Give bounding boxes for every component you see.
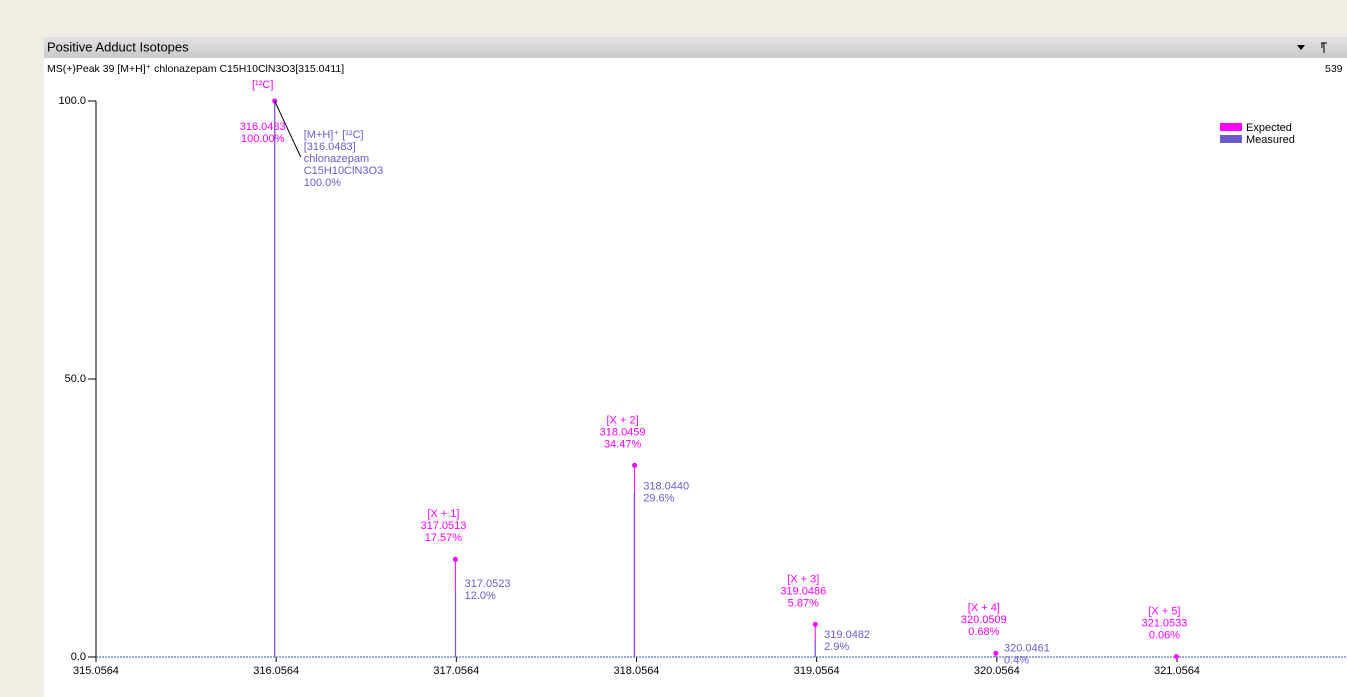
pin-button[interactable] bbox=[1321, 42, 1327, 53]
legend-swatch bbox=[1220, 123, 1242, 131]
measured-label: C15H10ClN3O3 bbox=[304, 165, 383, 177]
subtitle: MS(+)Peak 39 [M+H]⁺ chlonazepam C15H10Cl… bbox=[47, 63, 344, 75]
expected-label: [X + 5] bbox=[1148, 606, 1180, 618]
x-tick-label: 315.0564 bbox=[73, 665, 119, 677]
expected-label: [X + 2] bbox=[607, 414, 639, 426]
expected-label: 320.0509 bbox=[961, 614, 1007, 626]
expected-label: 34.47% bbox=[604, 438, 642, 450]
x-tick-label: 320.0564 bbox=[974, 665, 1020, 677]
expected-point bbox=[1173, 654, 1179, 660]
expected-point bbox=[812, 621, 818, 627]
expected-label: 5.87% bbox=[788, 597, 819, 609]
measured-label: 317.0523 bbox=[465, 578, 511, 590]
expected-label: 319.0486 bbox=[780, 585, 826, 597]
measured-label: 0.4% bbox=[1004, 655, 1029, 667]
dropdown-button[interactable] bbox=[1297, 45, 1305, 50]
expected-point bbox=[993, 650, 999, 656]
measured-label: 100.0% bbox=[304, 177, 342, 189]
expected-label: [X + 3] bbox=[787, 573, 819, 585]
panel-header bbox=[44, 37, 1347, 58]
y-tick-label: 0.0 bbox=[71, 651, 86, 663]
expected-label: 100.00% bbox=[241, 133, 285, 145]
expected-point bbox=[452, 556, 458, 562]
expected-label: 0.68% bbox=[968, 626, 999, 638]
expected-label: 321.0533 bbox=[1141, 618, 1187, 630]
expected-label: 317.0513 bbox=[420, 520, 466, 532]
measured-label: [316.0483] bbox=[304, 141, 356, 153]
expected-label: [¹²C] bbox=[252, 79, 273, 91]
expected-point bbox=[632, 462, 638, 468]
expected-label: [X + 4] bbox=[968, 602, 1000, 614]
legend-label: Expected bbox=[1246, 122, 1292, 134]
expected-label: 17.57% bbox=[425, 532, 463, 544]
x-tick-label: 317.0564 bbox=[433, 665, 479, 677]
measured-label: chlonazepam bbox=[304, 153, 369, 165]
measured-label: 2.9% bbox=[824, 641, 849, 653]
plot-panel bbox=[44, 58, 1347, 697]
measured-label: 29.6% bbox=[643, 492, 674, 504]
leader bbox=[274, 100, 302, 158]
x-tick-label: 319.0564 bbox=[794, 665, 840, 677]
y-tick-label: 50.0 bbox=[65, 373, 86, 385]
measured-label: 318.0440 bbox=[643, 480, 689, 492]
expected-label: 316.0483 bbox=[240, 121, 286, 133]
x-tick-label: 316.0564 bbox=[253, 665, 299, 677]
x-tick-label: 321.0564 bbox=[1154, 665, 1200, 677]
expected-label: 318.0459 bbox=[600, 426, 646, 438]
panel-title: Positive Adduct Isotopes bbox=[47, 39, 189, 54]
measured-label: 319.0482 bbox=[824, 629, 870, 641]
y-tick-label: 100.0 bbox=[58, 95, 86, 107]
expected-label: [X + 1] bbox=[427, 508, 459, 520]
measured-label: [M+H]⁺ [¹²C] bbox=[304, 129, 364, 141]
measured-label: 12.0% bbox=[465, 590, 496, 602]
x-tick-label: 318.0564 bbox=[614, 665, 660, 677]
expected-label: 0.06% bbox=[1149, 630, 1180, 642]
legend-swatch bbox=[1220, 135, 1242, 143]
corner-text: 539 bbox=[1325, 63, 1343, 75]
legend-label: Measured bbox=[1246, 134, 1295, 146]
measured-label: 320.0461 bbox=[1004, 643, 1050, 655]
